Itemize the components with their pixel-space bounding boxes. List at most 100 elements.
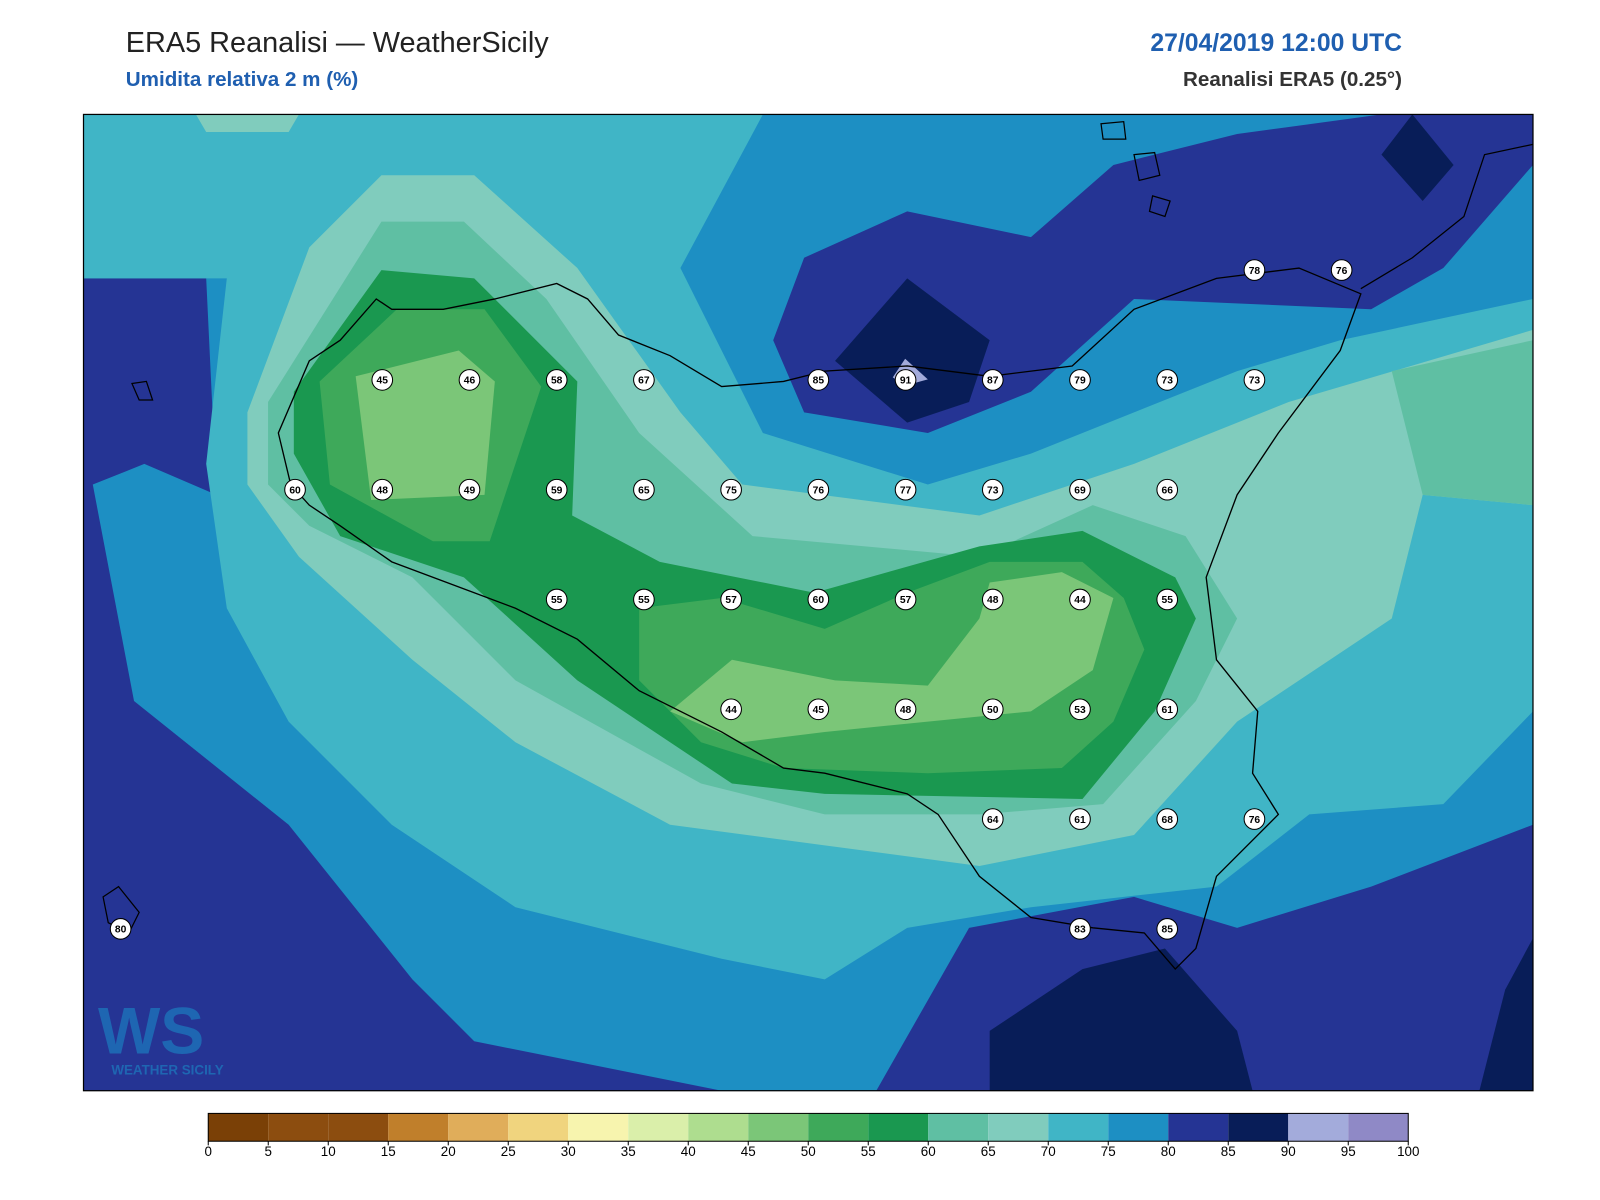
colorbar-segment: [928, 1113, 989, 1142]
station-value: 55: [1161, 595, 1173, 606]
station-marker: [894, 698, 917, 721]
station-marker: [1069, 918, 1091, 940]
station-marker: [894, 369, 917, 391]
station-marker: [894, 588, 917, 611]
station-marker: [720, 588, 742, 611]
station-value: 61: [1161, 705, 1173, 716]
station-value: 48: [987, 595, 999, 606]
station-marker: [458, 478, 481, 501]
logo-mark: WS: [98, 994, 204, 1068]
station-marker: [371, 369, 394, 391]
station-marker: [1156, 808, 1179, 830]
colorbar-tick-label: 70: [1041, 1144, 1056, 1159]
colorbar-tick-label: 5: [265, 1144, 272, 1159]
colorbar-tick-label: 85: [1221, 1144, 1236, 1159]
station-value: 73: [987, 485, 999, 496]
station-marker: [284, 478, 306, 501]
colorbar-segment: [628, 1113, 689, 1142]
station-value: 50: [987, 705, 999, 716]
station-marker: [633, 369, 655, 391]
station-value: 69: [1074, 485, 1086, 496]
colorbar-tick-label: 95: [1341, 1144, 1356, 1159]
colorbar-segment: [388, 1113, 449, 1142]
station-marker: [807, 478, 830, 501]
colorbar-segment: [1348, 1113, 1409, 1142]
station-value: 53: [1074, 705, 1086, 716]
station-marker: [807, 588, 830, 611]
colorbar-tick-label: 10: [321, 1144, 336, 1159]
colorbar-segment: [268, 1113, 329, 1142]
station-value: 59: [551, 485, 563, 496]
colorbar-tick-label: 80: [1161, 1144, 1176, 1159]
station-value: 78: [1249, 266, 1261, 277]
colorbar-segment: [208, 1113, 269, 1142]
title: ERA5 Reanalisi — WeatherSicily: [126, 27, 549, 59]
colorbar-segment: [508, 1113, 569, 1142]
colorbar-tick-label: 100: [1397, 1144, 1419, 1159]
map-frame: [82, 113, 1534, 1092]
colorbar-tick-label: 40: [681, 1144, 696, 1159]
station-value: 66: [1161, 485, 1173, 496]
station-marker: [633, 588, 655, 611]
station-marker: [1069, 588, 1091, 611]
colorbar-segment: [568, 1113, 629, 1142]
station-value: 44: [725, 705, 737, 716]
station-marker: [458, 369, 481, 391]
station-value: 45: [377, 376, 389, 387]
colorbar-segment: [688, 1113, 749, 1142]
station-marker: [807, 369, 830, 391]
station-marker: [545, 478, 568, 501]
colorbar-segment: [328, 1113, 389, 1142]
station-marker: [1069, 478, 1091, 501]
station-value: 73: [1249, 376, 1261, 387]
station-value: 75: [725, 485, 737, 496]
source: Reanalisi ERA5 (0.25°): [1183, 68, 1402, 91]
station-value: 65: [638, 485, 650, 496]
station-value: 49: [464, 485, 476, 496]
colorbar-tick-label: 45: [741, 1144, 756, 1159]
station-value: 45: [813, 705, 825, 716]
station-marker: [981, 478, 1004, 501]
station-value: 76: [1336, 266, 1348, 277]
station-value: 58: [551, 376, 563, 387]
station-marker: [109, 918, 132, 940]
colorbar-tick-label: 15: [381, 1144, 396, 1159]
station-marker: [720, 698, 742, 721]
colorbar-segment: [1108, 1113, 1169, 1142]
subtitle: Umidita relativa 2 m (%): [126, 68, 359, 91]
station-marker: [1156, 478, 1179, 501]
station-marker: [371, 478, 394, 501]
colorbar-segment: [1228, 1113, 1289, 1142]
station-marker: [1243, 259, 1266, 281]
station-marker: [894, 478, 917, 501]
station-value: 83: [1074, 925, 1086, 936]
colorbar-tick-label: 60: [921, 1144, 936, 1159]
station-marker: [1243, 808, 1266, 830]
station-marker: [545, 369, 568, 391]
station-marker: [981, 369, 1004, 391]
station-value: 46: [464, 376, 476, 387]
colorbar-segment: [808, 1113, 869, 1142]
colorbar-tick-label: 30: [561, 1144, 576, 1159]
colorbar-tick-label: 50: [801, 1144, 816, 1159]
station-marker: [981, 698, 1004, 721]
colorbar-tick-label: 0: [205, 1144, 212, 1159]
station-labels: 78 76 45 46 58 67 85 91 87 79 73 73 60 48 49 59 65 75 76 77…: [109, 259, 1353, 940]
station-marker: [1330, 259, 1353, 281]
contour-fill: [83, 114, 1533, 1091]
station-value: 76: [1249, 815, 1261, 826]
colorbar-segment: [1048, 1113, 1109, 1142]
station-marker: [633, 478, 655, 501]
station-marker: [807, 698, 830, 721]
colorbar-tick-label: 75: [1101, 1144, 1116, 1159]
station-value: 61: [1074, 815, 1086, 826]
datetime: 27/04/2019 12:00 UTC: [1150, 30, 1402, 57]
colorbar-segment: [748, 1113, 809, 1142]
station-marker: [1156, 698, 1179, 721]
colorbar-segment: [988, 1113, 1049, 1142]
station-value: 64: [987, 815, 999, 826]
station-marker: [1156, 588, 1179, 611]
station-value: 48: [377, 485, 389, 496]
